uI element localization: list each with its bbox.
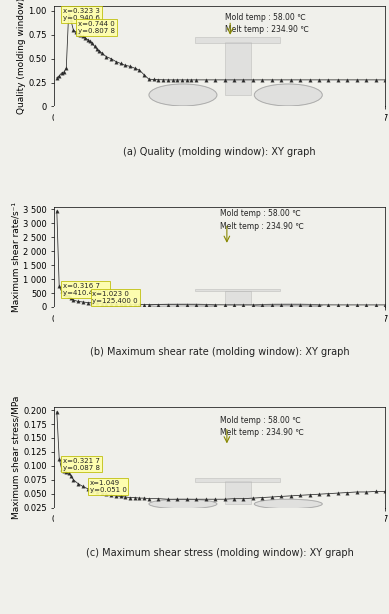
Ellipse shape bbox=[149, 304, 217, 307]
Text: Mold temp : 58.00 ℃
Melt temp : 234.90 ℃: Mold temp : 58.00 ℃ Melt temp : 234.90 ℃ bbox=[220, 209, 304, 231]
Y-axis label: Maximum shear stress/MPa: Maximum shear stress/MPa bbox=[11, 396, 20, 519]
Text: x=0.323 3
y=0.940 6: x=0.323 3 y=0.940 6 bbox=[63, 8, 100, 21]
Y-axis label: Maximum shear rate/s⁻¹: Maximum shear rate/s⁻¹ bbox=[11, 202, 20, 312]
X-axis label: Injection time /s: Injection time /s bbox=[183, 125, 256, 133]
X-axis label: Injection time /s: Injection time /s bbox=[183, 325, 256, 334]
Ellipse shape bbox=[149, 499, 217, 508]
Text: (b) Maximum shear rate (molding window): XY graph: (b) Maximum shear rate (molding window):… bbox=[90, 347, 350, 357]
Text: Mold temp : 58.00 ℃
Melt temp : 234.90 ℃: Mold temp : 58.00 ℃ Melt temp : 234.90 ℃ bbox=[220, 416, 304, 437]
Bar bbox=[224, 291, 251, 306]
Text: (c) Maximum shear stress (molding window): XY graph: (c) Maximum shear stress (molding window… bbox=[86, 548, 354, 558]
Bar bbox=[195, 289, 280, 291]
Text: x=0.321 7
y=0.087 8: x=0.321 7 y=0.087 8 bbox=[63, 457, 100, 471]
Ellipse shape bbox=[254, 499, 322, 508]
X-axis label: Injection time /s: Injection time /s bbox=[183, 526, 256, 535]
Text: x=0.744 0
y=0.807 8: x=0.744 0 y=0.807 8 bbox=[78, 21, 115, 34]
Ellipse shape bbox=[254, 84, 322, 106]
Text: x=0.316 7
y=410.400 0: x=0.316 7 y=410.400 0 bbox=[63, 283, 109, 296]
Text: x=1.049
y=0.051 0: x=1.049 y=0.051 0 bbox=[90, 480, 127, 493]
Ellipse shape bbox=[149, 84, 217, 106]
Bar bbox=[195, 478, 280, 482]
Bar bbox=[195, 37, 280, 43]
Ellipse shape bbox=[254, 304, 322, 307]
Text: (a) Quality (molding window): XY graph: (a) Quality (molding window): XY graph bbox=[123, 147, 316, 157]
Text: Mold temp : 58.00 ℃
Melt temp : 234.90 ℃: Mold temp : 58.00 ℃ Melt temp : 234.90 ℃ bbox=[224, 13, 308, 34]
Text: x=1.023 0
y=125.400 0: x=1.023 0 y=125.400 0 bbox=[92, 291, 138, 304]
Bar bbox=[224, 42, 251, 95]
Bar bbox=[224, 481, 251, 503]
Y-axis label: Quality (molding window): Quality (molding window) bbox=[17, 0, 26, 114]
